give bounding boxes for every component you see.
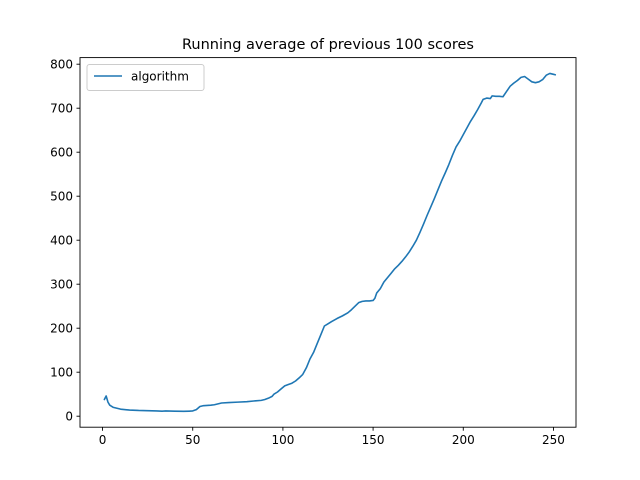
x-tick-label: 150 (362, 433, 385, 447)
y-tick-label: 100 (50, 366, 73, 380)
y-tick-label: 600 (50, 146, 73, 160)
chart-title: Running average of previous 100 scores (182, 37, 474, 53)
x-tick-label: 250 (542, 433, 565, 447)
x-tick-label: 200 (452, 433, 475, 447)
x-tick-label: 100 (271, 433, 294, 447)
y-tick-label: 800 (50, 58, 73, 72)
legend: algorithm (86, 64, 205, 91)
plot-area (103, 72, 557, 413)
x-tick-label: 50 (185, 433, 200, 447)
series-line-algorithm (103, 72, 557, 413)
legend-label-algorithm: algorithm (131, 70, 189, 84)
y-tick-label: 400 (50, 234, 73, 248)
plot-frame (79, 57, 577, 428)
y-tick-label: 0 (65, 410, 73, 424)
y-tick-label: 700 (50, 102, 73, 116)
y-tick-label: 500 (50, 190, 73, 204)
y-tick-label: 300 (50, 278, 73, 292)
x-axis: 0 50 100 150 200 250 (99, 427, 565, 447)
y-tick-label: 200 (50, 322, 73, 336)
y-axis: 0 100 200 300 400 500 600 700 800 (50, 58, 80, 424)
legend-box (86, 64, 205, 91)
x-tick-label: 0 (99, 433, 107, 447)
